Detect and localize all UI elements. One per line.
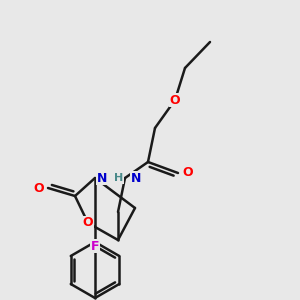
Text: H: H — [114, 173, 123, 183]
Text: N: N — [131, 172, 141, 184]
Text: N: N — [97, 172, 107, 184]
Text: O: O — [182, 167, 193, 179]
Text: O: O — [33, 182, 44, 194]
Text: F: F — [91, 239, 99, 253]
Text: O: O — [170, 94, 180, 106]
Text: O: O — [83, 217, 93, 230]
